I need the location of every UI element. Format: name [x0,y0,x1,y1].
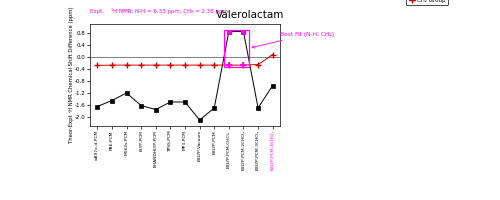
CH₂ Group [153,64,159,66]
Text: Expt.    ¹H NMR: N-H = 6.33 ppm, CH₂ = 2.38 ppm: Expt. ¹H NMR: N-H = 6.33 ppm, CH₂ = 2.38… [90,8,228,14]
Legend: N-H Group, CH₂ Group: N-H Group, CH₂ Group [406,0,449,5]
Line: N-H Group: N-H Group [96,30,274,122]
CH₂ Group [255,63,261,66]
N-H Group [124,92,130,94]
CH₂ Group [196,64,202,66]
N-H Group [153,108,159,111]
CH₂ Group [168,64,173,66]
N-H Group [211,107,217,109]
N-H Group [94,105,100,108]
N-H Group [240,30,246,33]
Text: Best Fit (N-H, CH₂): Best Fit (N-H, CH₂) [252,32,334,48]
CH₂ Group [124,64,130,66]
CH₂ Group [211,64,217,66]
N-H Group [196,119,202,121]
CH₂ Group [138,64,144,66]
N-H Group [138,104,144,107]
N-H Group [270,84,276,87]
Y-axis label: Theor-Expt ¹H NMR Chemical Shift Difference (ppm): Theor-Expt ¹H NMR Chemical Shift Differe… [68,7,73,143]
CH₂ Group [270,53,276,56]
Text: Valerolactam: Valerolactam [216,10,284,20]
Line: CH₂ Group: CH₂ Group [94,52,276,68]
N-H Group [109,99,115,102]
N-H Group [226,30,232,33]
CH₂ Group [226,64,232,66]
CH₂ Group [109,64,115,66]
N-H Group [168,101,173,103]
CH₂ Group [240,64,246,66]
N-H Group [182,101,188,103]
CH₂ Group [94,64,100,67]
Bar [224,30,248,67]
N-H Group [255,107,261,109]
CH₂ Group [182,64,188,66]
